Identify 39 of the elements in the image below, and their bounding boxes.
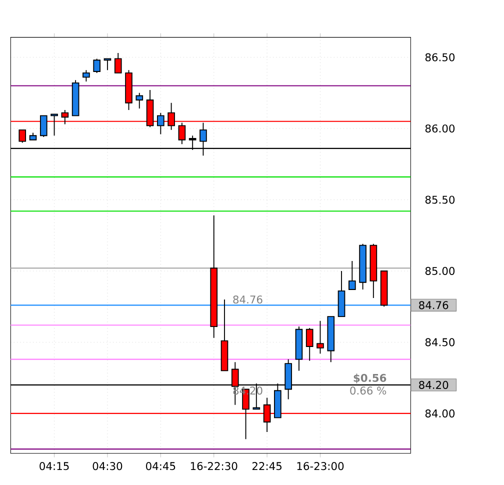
candlestick bbox=[348, 260, 356, 290]
candlestick bbox=[40, 115, 48, 138]
candlestick bbox=[29, 132, 37, 140]
annotation: $0.56 bbox=[354, 374, 386, 384]
candlestick bbox=[18, 129, 26, 144]
annotation: 0.66 % bbox=[350, 386, 386, 394]
x-tick-label: 04:45 bbox=[146, 462, 176, 470]
y-tick-label: 85.50 bbox=[425, 196, 455, 204]
ref-line-label: 84.76 bbox=[419, 300, 448, 310]
candlestick bbox=[114, 52, 122, 74]
y-tick-label: 86.50 bbox=[425, 53, 455, 62]
candlestick bbox=[338, 270, 346, 317]
y-tick-label: 84.50 bbox=[425, 338, 455, 346]
candlestick bbox=[72, 79, 80, 116]
x-tick-label: 04:30 bbox=[92, 462, 122, 470]
candlestick bbox=[125, 69, 132, 110]
candlestick bbox=[327, 316, 335, 362]
y-tick-label: 86.00 bbox=[425, 124, 455, 132]
annotation: 84.76 bbox=[233, 295, 262, 304]
candlestick bbox=[380, 270, 388, 307]
candlestick bbox=[359, 243, 366, 290]
candlestick bbox=[136, 92, 144, 109]
candlestick bbox=[210, 214, 218, 338]
x-tick-label: 16-22:30 bbox=[190, 462, 238, 470]
candlestick bbox=[104, 58, 112, 70]
x-tick-label: 22:45 bbox=[252, 462, 282, 470]
ref-line-label: 84.20 bbox=[419, 380, 448, 389]
y-tick-label: 84.00 bbox=[425, 409, 455, 418]
candlestick bbox=[370, 243, 378, 298]
candlestick bbox=[220, 298, 228, 372]
candlestick bbox=[157, 112, 164, 135]
x-tick-label: 16-23:00 bbox=[297, 462, 344, 470]
candlestick bbox=[82, 69, 90, 82]
y-tick-label: 85.00 bbox=[425, 266, 455, 275]
candlestick bbox=[295, 326, 303, 372]
x-tick-label: 04:15 bbox=[40, 462, 69, 470]
candlestick bbox=[306, 327, 314, 362]
candlestick bbox=[93, 58, 100, 74]
candlestick bbox=[50, 114, 58, 136]
